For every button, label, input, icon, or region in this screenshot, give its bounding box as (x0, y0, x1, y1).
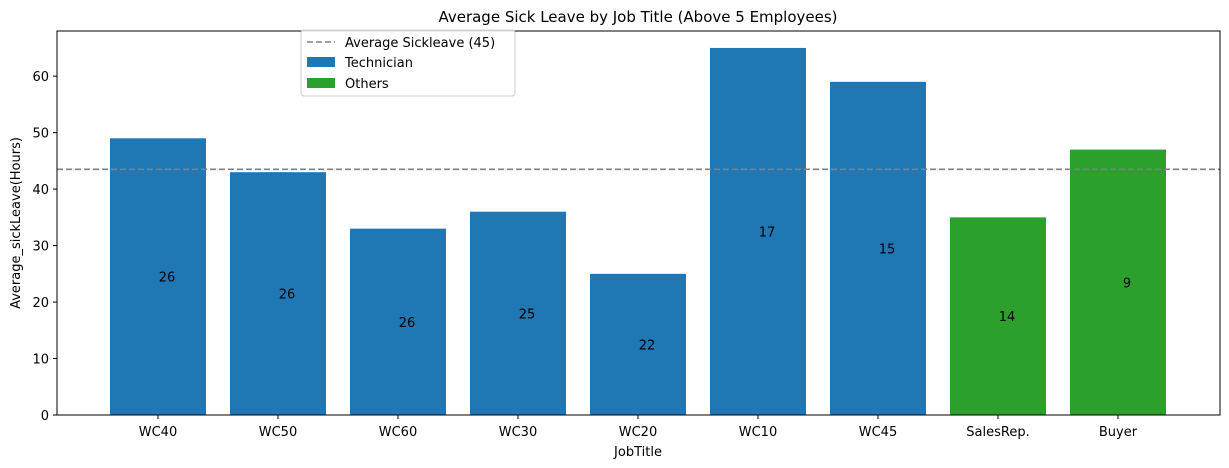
axes-frame (56, 30, 1221, 416)
legend-box (300, 29, 516, 97)
bar-wc45 (830, 81, 926, 415)
y-tick-label: 10 (32, 353, 49, 368)
y-tick-label: 60 (32, 70, 49, 85)
bar-salesrep (950, 217, 1046, 415)
legend-swatch-others (307, 78, 335, 88)
y-tick-label: 0 (41, 409, 49, 424)
bar-label: 15 (879, 242, 896, 257)
bar-label: 26 (399, 316, 416, 331)
y-tick-label: 20 (32, 296, 49, 311)
x-tick-label: Buyer (1099, 425, 1138, 440)
x-tick-label: WC40 (139, 425, 177, 440)
x-tick-label: WC45 (859, 425, 897, 440)
y-tick-label: 50 (32, 127, 49, 142)
legend: Average Sickleave (45) Technician Others (300, 29, 516, 97)
x-tick-label: WC30 (499, 425, 537, 440)
bar-label: 22 (639, 338, 656, 353)
x-tick-label: WC20 (619, 425, 657, 440)
legend-label-technician: Technician (344, 56, 413, 71)
bar-label: 17 (759, 225, 776, 240)
bar-wc30 (470, 211, 566, 415)
bar-label: 26 (159, 271, 176, 286)
bar-wc10 (710, 47, 806, 416)
x-tick-label: SalesRep. (966, 425, 1029, 440)
y-tick-label: 30 (32, 240, 49, 255)
legend-swatch-technician (307, 57, 335, 67)
legend-average-label: Average Sickleave (45) (345, 36, 495, 51)
bar-buyer (1070, 149, 1166, 415)
plot-area: 26 WC40 26 WC50 26 WC60 25 WC30 22 WC20 17 WC10 15 WC… (32, 30, 1221, 440)
bar-label: 25 (519, 307, 536, 322)
chart-title: Average Sick Leave by Job Title (Above 5… (438, 8, 837, 26)
y-tick-label: 40 (32, 183, 49, 198)
bar-label: 9 (1123, 276, 1131, 291)
x-tick-label: WC10 (739, 425, 777, 440)
bar-wc60 (350, 228, 446, 415)
bar-label: 26 (279, 288, 296, 303)
x-tick-label: WC60 (379, 425, 417, 440)
x-axis-label: JobTitle (613, 445, 662, 460)
legend-label-others: Others (345, 77, 389, 92)
bar-wc50 (230, 172, 326, 415)
bar-wc40 (110, 138, 206, 415)
bar-label: 14 (999, 310, 1016, 325)
x-tick-label: WC50 (259, 425, 297, 440)
y-axis-label: Average_sickLeave(Hours) (9, 137, 24, 309)
bar-wc20 (590, 273, 686, 415)
